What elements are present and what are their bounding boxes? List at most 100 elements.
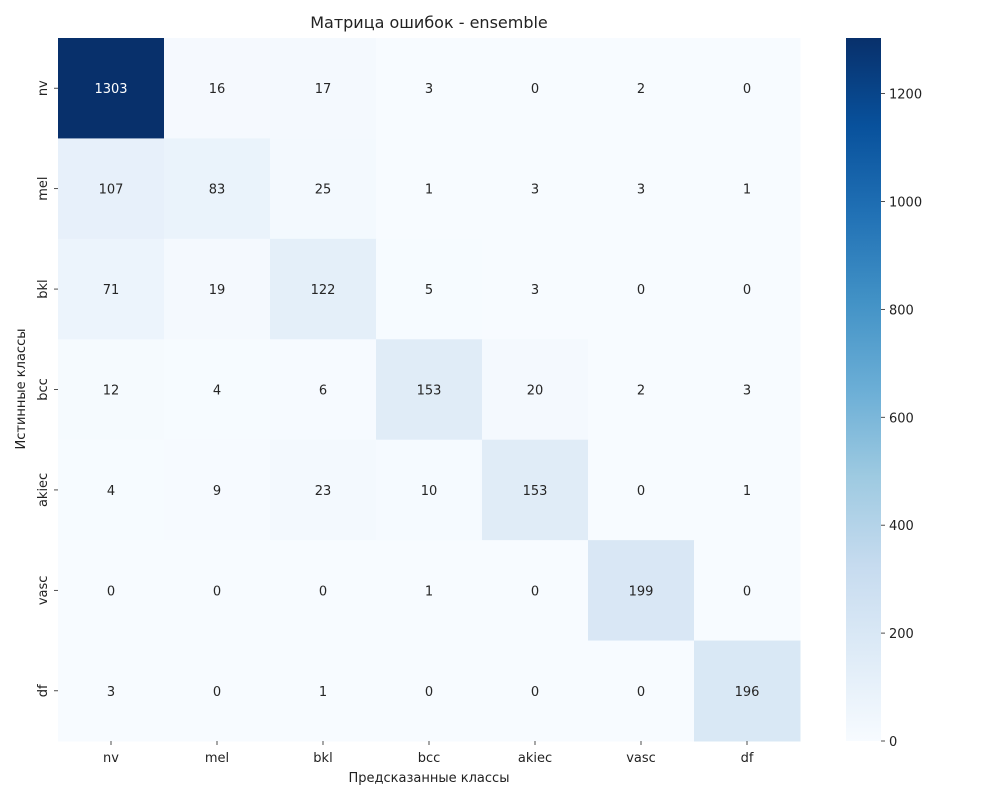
cell-value-label: 122 — [311, 283, 336, 298]
cell-value-label: 5 — [425, 283, 433, 298]
cell-value-label: 0 — [743, 283, 751, 298]
x-tick-label: mel — [205, 751, 229, 766]
cell-value-label: 0 — [319, 584, 327, 599]
cell-value-label: 0 — [531, 82, 539, 97]
heatmap-cell — [164, 640, 271, 742]
heatmap-cell — [58, 339, 165, 441]
heatmap-cell — [376, 640, 483, 742]
heatmap-cell — [58, 640, 165, 742]
cell-value-label: 2 — [637, 384, 645, 399]
heatmap-cell — [164, 339, 271, 441]
heatmap-cell — [482, 238, 589, 340]
cell-value-label: 196 — [735, 685, 760, 700]
x-tick-label: nv — [103, 751, 119, 766]
heatmap-cell — [694, 339, 801, 441]
cell-value-label: 25 — [315, 183, 332, 198]
y-axis-ticks: nv mel bkl bcc akiec vasc df — [36, 80, 58, 697]
colorbar-tick-label: 1000 — [889, 195, 922, 210]
y-tick-label: nv — [36, 80, 51, 96]
cell-value-label: 1 — [425, 584, 433, 599]
cell-value-label: 0 — [531, 584, 539, 599]
colorbar-tick-label: 600 — [889, 411, 914, 426]
cell-value-label: 0 — [743, 584, 751, 599]
heatmap-cell — [482, 439, 589, 541]
colorbar-tick-label: 0 — [889, 735, 897, 750]
colorbar-tick-label: 200 — [889, 627, 914, 642]
colorbar — [846, 38, 881, 741]
cell-value-label: 10 — [421, 484, 438, 499]
cell-value-label: 0 — [531, 685, 539, 700]
y-tick-label: bcc — [36, 378, 51, 401]
heatmap-cell — [694, 238, 801, 340]
cell-value-label: 1303 — [94, 82, 127, 97]
heatmap-cell — [270, 138, 377, 240]
cell-value-label: 83 — [209, 183, 226, 198]
heatmap-cell — [588, 640, 695, 742]
heatmap-cell — [58, 38, 165, 139]
cell-value-label: 107 — [99, 183, 124, 198]
heatmap-cell — [588, 138, 695, 240]
heatmap-cell — [58, 238, 165, 340]
y-tick-label: mel — [36, 177, 51, 201]
heatmap-cell — [164, 38, 271, 139]
colorbar-tick-label: 800 — [889, 303, 914, 318]
heatmap-cell — [164, 439, 271, 541]
x-tick-label: vasc — [626, 751, 656, 766]
heatmap-cell — [588, 540, 695, 642]
heatmap-cell — [164, 138, 271, 240]
cell-value-label: 3 — [107, 685, 115, 700]
cell-value-label: 3 — [425, 82, 433, 97]
heatmap-cell — [270, 238, 377, 340]
cell-value-label: 16 — [209, 82, 226, 97]
chart-title: Матрица ошибок - ensemble — [310, 13, 548, 32]
heatmap-cell — [58, 540, 165, 642]
cell-value-label: 71 — [103, 283, 120, 298]
cell-value-label: 0 — [213, 685, 221, 700]
y-tick-label: akiec — [36, 473, 51, 507]
y-tick-label: vasc — [36, 576, 51, 606]
heatmap-cell — [164, 540, 271, 642]
heatmap-cell — [588, 38, 695, 139]
cell-value-label: 199 — [629, 584, 654, 599]
cell-value-label: 0 — [637, 283, 645, 298]
heatmap-cell — [376, 339, 483, 441]
y-tick-label: bkl — [36, 279, 51, 298]
cell-value-label: 17 — [315, 82, 332, 97]
cell-value-label: 0 — [213, 584, 221, 599]
cell-value-label: 153 — [523, 484, 548, 499]
cell-value-label: 1 — [425, 183, 433, 198]
cell-value-label: 2 — [637, 82, 645, 97]
heatmap-cell — [270, 540, 377, 642]
heatmap-cell — [376, 540, 483, 642]
heatmap-cell — [588, 439, 695, 541]
colorbar-tick-label: 400 — [889, 519, 914, 534]
heatmap-cell — [694, 540, 801, 642]
heatmap-cell — [164, 238, 271, 340]
cell-value-label: 1 — [743, 183, 751, 198]
heatmap-cell — [694, 439, 801, 541]
cell-value-label: 0 — [107, 584, 115, 599]
cell-value-label: 0 — [743, 82, 751, 97]
cell-value-label: 19 — [209, 283, 226, 298]
x-tick-label: akiec — [518, 751, 552, 766]
heatmap-cell — [376, 38, 483, 139]
cell-value-label: 6 — [319, 384, 327, 399]
heatmap-cell — [482, 138, 589, 240]
colorbar-ticks: 0 200 400 600 800 1000 1200 — [881, 88, 922, 750]
cell-value-label: 3 — [637, 183, 645, 198]
cell-value-label: 12 — [103, 384, 120, 399]
y-axis-label: Истинные классы — [14, 329, 29, 450]
cell-value-label: 0 — [637, 484, 645, 499]
cell-value-label: 153 — [417, 384, 442, 399]
heatmap-cell — [376, 439, 483, 541]
cell-value-label: 4 — [107, 484, 115, 499]
x-tick-label: bcc — [418, 751, 441, 766]
cell-value-label: 0 — [425, 685, 433, 700]
heatmap-cell — [376, 238, 483, 340]
heatmap-cells — [58, 38, 801, 742]
colorbar-tick-label: 1200 — [889, 88, 922, 103]
cell-value-label: 23 — [315, 484, 332, 499]
heatmap-cell — [482, 38, 589, 139]
